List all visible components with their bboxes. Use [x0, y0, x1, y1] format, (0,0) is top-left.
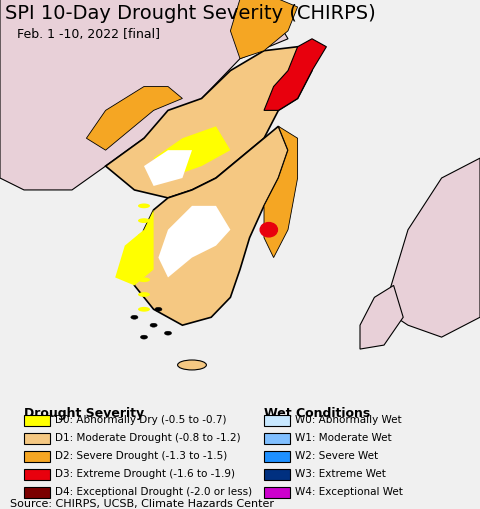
- FancyBboxPatch shape: [24, 415, 50, 426]
- Polygon shape: [106, 48, 312, 199]
- Text: W4: Exceptional Wet: W4: Exceptional Wet: [295, 486, 403, 496]
- Text: D0: Abnormally Dry (-0.5 to -0.7): D0: Abnormally Dry (-0.5 to -0.7): [55, 414, 227, 425]
- Polygon shape: [384, 159, 480, 337]
- Text: D3: Extreme Drought (-1.6 to -1.9): D3: Extreme Drought (-1.6 to -1.9): [55, 468, 235, 478]
- Text: Source: CHIRPS, UCSB, Climate Hazards Center: Source: CHIRPS, UCSB, Climate Hazards Ce…: [10, 498, 274, 508]
- Polygon shape: [115, 210, 154, 286]
- Polygon shape: [154, 127, 230, 179]
- Polygon shape: [0, 0, 288, 190]
- Text: D4: Exceptional Drought (-2.0 or less): D4: Exceptional Drought (-2.0 or less): [55, 486, 252, 496]
- Text: Drought Severity: Drought Severity: [24, 406, 144, 419]
- Ellipse shape: [164, 331, 172, 335]
- Ellipse shape: [138, 219, 150, 223]
- Text: D1: Moderate Drought (-0.8 to -1.2): D1: Moderate Drought (-0.8 to -1.2): [55, 432, 241, 442]
- Polygon shape: [144, 151, 192, 187]
- Polygon shape: [230, 0, 298, 60]
- FancyBboxPatch shape: [264, 451, 290, 462]
- Polygon shape: [158, 207, 230, 278]
- Ellipse shape: [150, 324, 157, 328]
- Polygon shape: [134, 127, 288, 326]
- Ellipse shape: [140, 335, 148, 340]
- Ellipse shape: [138, 204, 150, 209]
- Circle shape: [260, 223, 277, 237]
- FancyBboxPatch shape: [264, 487, 290, 498]
- Text: W1: Moderate Wet: W1: Moderate Wet: [295, 432, 392, 442]
- FancyBboxPatch shape: [264, 433, 290, 444]
- Ellipse shape: [138, 234, 150, 238]
- FancyBboxPatch shape: [24, 469, 50, 480]
- Polygon shape: [360, 286, 403, 349]
- Ellipse shape: [138, 278, 150, 282]
- Text: W3: Extreme Wet: W3: Extreme Wet: [295, 468, 386, 478]
- Ellipse shape: [178, 360, 206, 370]
- Polygon shape: [264, 40, 326, 111]
- FancyBboxPatch shape: [24, 487, 50, 498]
- Ellipse shape: [138, 293, 150, 297]
- Text: D2: Severe Drought (-1.3 to -1.5): D2: Severe Drought (-1.3 to -1.5): [55, 450, 228, 460]
- Ellipse shape: [131, 316, 138, 320]
- Ellipse shape: [138, 248, 150, 253]
- Text: W0: Abnormally Wet: W0: Abnormally Wet: [295, 414, 402, 425]
- Text: Wet Conditions: Wet Conditions: [264, 406, 370, 419]
- Ellipse shape: [155, 307, 162, 312]
- FancyBboxPatch shape: [24, 451, 50, 462]
- Ellipse shape: [138, 263, 150, 268]
- Text: Feb. 1 -10, 2022 [final]: Feb. 1 -10, 2022 [final]: [17, 28, 160, 41]
- FancyBboxPatch shape: [264, 469, 290, 480]
- Ellipse shape: [138, 307, 150, 312]
- FancyBboxPatch shape: [264, 415, 290, 426]
- Polygon shape: [264, 127, 298, 258]
- Polygon shape: [86, 88, 182, 151]
- FancyBboxPatch shape: [24, 433, 50, 444]
- Text: SPI 10-Day Drought Severity (CHIRPS): SPI 10-Day Drought Severity (CHIRPS): [5, 4, 375, 23]
- Text: W2: Severe Wet: W2: Severe Wet: [295, 450, 378, 460]
